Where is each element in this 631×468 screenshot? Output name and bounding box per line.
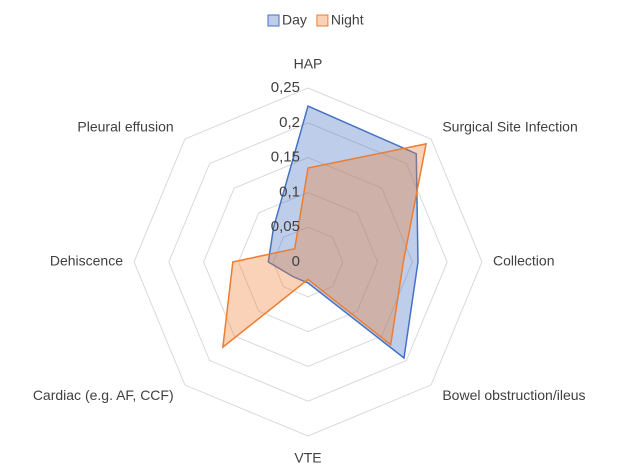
grid-line <box>203 157 413 367</box>
grid-line <box>168 122 448 402</box>
legend-label: Day <box>282 12 307 28</box>
category-label: HAP <box>294 56 323 72</box>
axis-tick-label: 0,25 <box>271 79 300 96</box>
legend-swatch <box>267 14 280 27</box>
axis-tick-label: 0,2 <box>279 114 300 131</box>
axis-tick-label: 0,05 <box>271 218 300 235</box>
axis-tick-label: 0,15 <box>271 149 300 166</box>
category-label: Cardiac (e.g. AF, CCF) <box>33 387 174 403</box>
category-label: VTE <box>294 450 321 466</box>
axis-tick-label: 0 <box>292 253 300 270</box>
series-area <box>221 142 428 349</box>
category-label: Pleural effusion <box>77 118 173 134</box>
category-label: Collection <box>493 253 554 269</box>
legend-label: Night <box>331 12 364 28</box>
grid-line <box>133 87 483 437</box>
grid-line <box>237 191 379 333</box>
grid-line <box>272 226 344 298</box>
category-label: Dehiscence <box>50 253 123 269</box>
category-label: Surgical Site Infection <box>442 118 577 134</box>
legend-swatch <box>316 14 329 27</box>
category-label: Bowel obstruction/ileus <box>442 387 585 403</box>
axis-tick-label: 0,1 <box>279 183 300 200</box>
